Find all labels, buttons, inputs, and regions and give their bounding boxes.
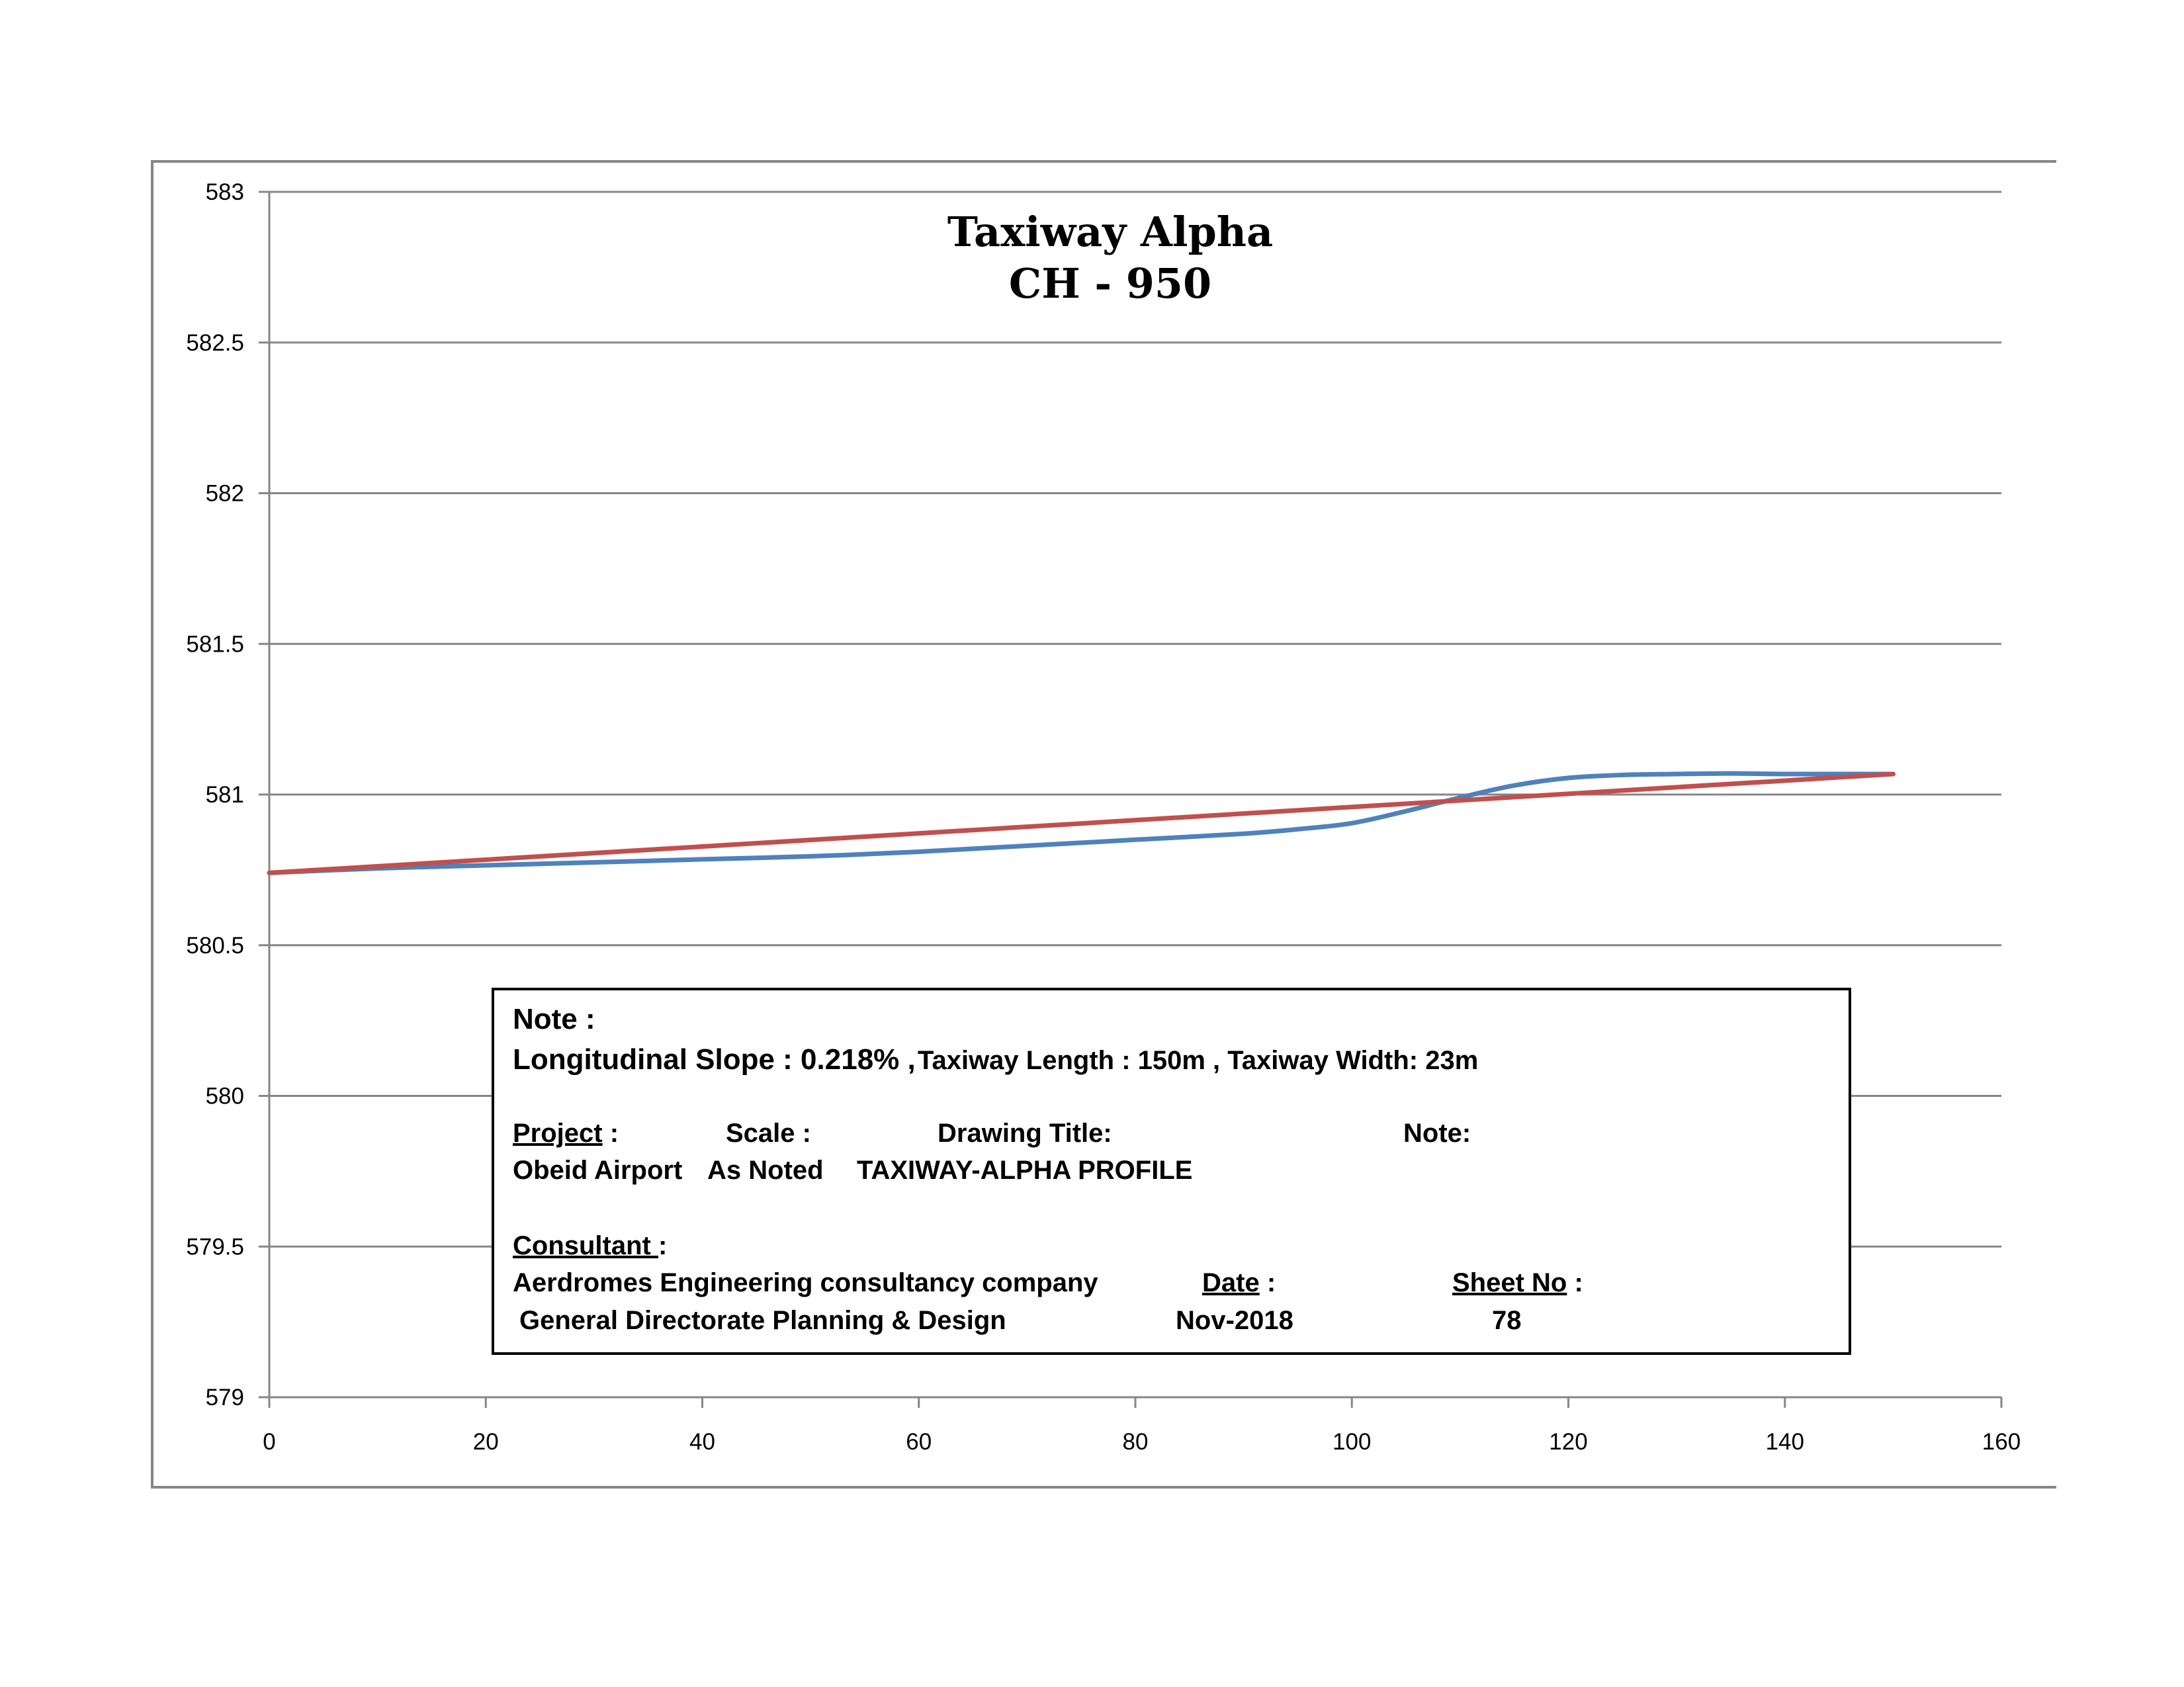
- scale-label: Scale :: [726, 1119, 811, 1148]
- y-tick-label: 582.5: [186, 330, 244, 356]
- note-label: Note:: [1403, 1119, 1471, 1148]
- x-tick-label: 140: [1766, 1429, 1804, 1455]
- date-value: Nov-2018: [1176, 1306, 1293, 1335]
- axes: 579 579.5 580 580.5 581 581.5 582 582.5 583 0 20 40…: [186, 179, 2021, 1455]
- y-tick-label: 580: [206, 1084, 244, 1109]
- series-lines: [267, 771, 1896, 875]
- x-tick-label: 120: [1549, 1429, 1587, 1455]
- y-tick-label: 579: [206, 1385, 244, 1410]
- sheet-label-text: Sheet No: [1452, 1268, 1567, 1297]
- project-label-text: Project: [513, 1119, 603, 1148]
- y-tick-label: 583: [206, 179, 244, 205]
- y-tick-label: 581: [206, 782, 244, 808]
- sheet-label-colon: :: [1567, 1268, 1583, 1297]
- consultant-label-colon: :: [658, 1231, 668, 1260]
- x-tick-label: 160: [1982, 1429, 2021, 1455]
- x-tick-label: 60: [906, 1429, 932, 1455]
- project-label-colon: :: [602, 1119, 619, 1148]
- project-value: Obeid Airport: [513, 1156, 683, 1185]
- sheet-label: Sheet No :: [1452, 1268, 1583, 1298]
- x-tick-label: 20: [473, 1429, 499, 1455]
- x-tick-label: 80: [1123, 1429, 1149, 1455]
- chart-title: Taxiway Alpha: [947, 208, 1273, 256]
- consultant-line1: Aerdromes Engineering consultancy compan…: [513, 1268, 1098, 1297]
- date-label-colon: :: [1259, 1268, 1276, 1297]
- drawing-title-value: TAXIWAY-ALPHA PROFILE: [857, 1156, 1193, 1185]
- date-label: Date :: [1202, 1268, 1276, 1298]
- project-label: Project :: [513, 1119, 619, 1148]
- consultant-label: Consultant :: [513, 1231, 667, 1261]
- consultant-label-text: Consultant: [513, 1231, 658, 1260]
- drawing-title-label: Drawing Title:: [938, 1119, 1112, 1148]
- y-tick-label: 579.5: [186, 1234, 244, 1260]
- slope-text: Longitudinal Slope : 0.218% ,: [513, 1043, 916, 1076]
- outer-frame: [151, 160, 2056, 1489]
- length-width-text: Taxiway Length : 150m , Taxiway Width: 2…: [918, 1046, 1479, 1075]
- sheet-value: 78: [1492, 1306, 1522, 1335]
- scale-value: As Noted: [707, 1156, 824, 1185]
- y-tick-label: 580.5: [186, 933, 244, 959]
- note-heading: Note :: [513, 1003, 595, 1035]
- date-label-text: Date: [1202, 1268, 1260, 1297]
- y-tick-label: 582: [206, 481, 244, 507]
- series-line-2: [267, 771, 1896, 875]
- chart-subtitle: CH - 950: [1009, 259, 1211, 308]
- series-line-1: [267, 771, 1896, 875]
- y-tick-label: 581.5: [186, 631, 244, 657]
- note-box: Note : Longitudinal Slope : 0.218% , Tax…: [492, 988, 1851, 1355]
- consultant-line2: General Directorate Planning & Design: [519, 1306, 1006, 1335]
- x-tick-label: 100: [1332, 1429, 1371, 1455]
- x-tick-label: 40: [689, 1429, 715, 1455]
- x-tick-label: 0: [263, 1429, 275, 1455]
